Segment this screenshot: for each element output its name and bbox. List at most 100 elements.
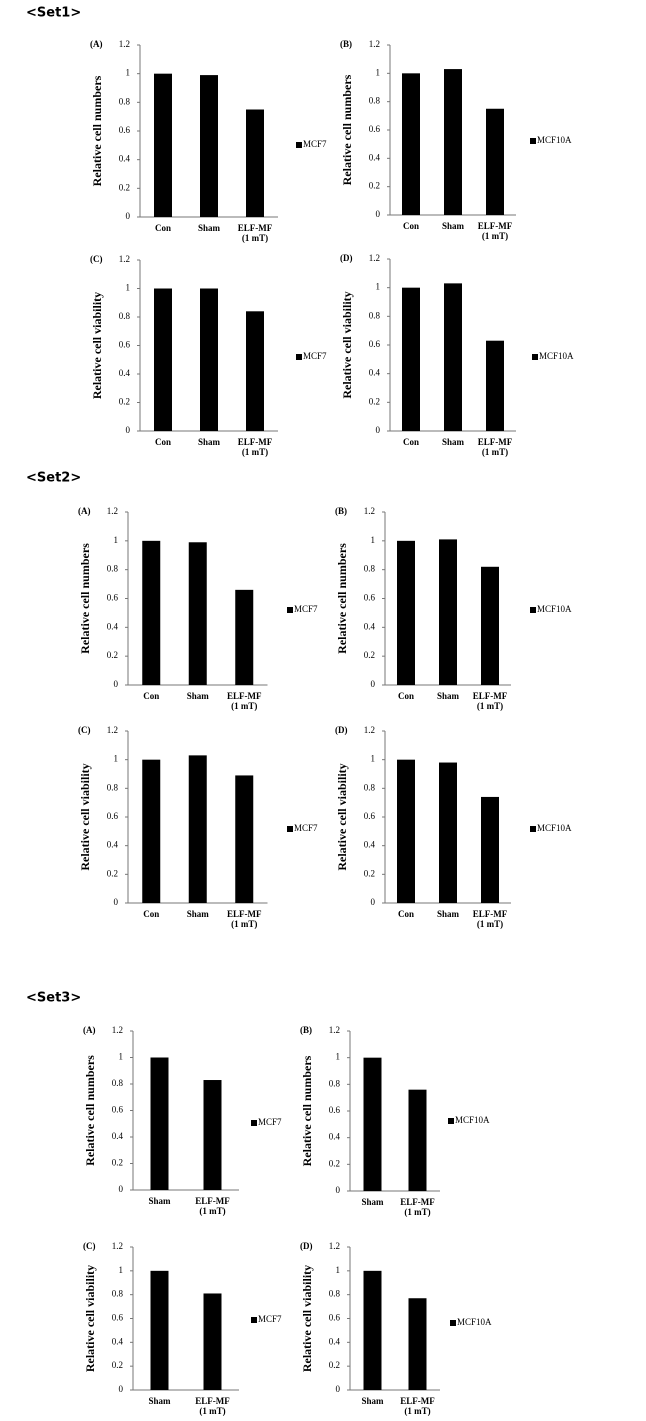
x-tick-label: Con bbox=[155, 223, 171, 233]
y-axis-label: Relative cell numbers bbox=[90, 75, 104, 186]
y-tick-label: 0.4 bbox=[107, 840, 119, 850]
y-tick-label: 0.4 bbox=[369, 368, 381, 378]
bar bbox=[154, 288, 172, 431]
bar bbox=[397, 759, 415, 903]
y-axis-label: Relative cell numbers bbox=[300, 1055, 314, 1166]
x-tick-label: Sham bbox=[437, 909, 460, 919]
y-tick-label: 0.6 bbox=[329, 1105, 341, 1115]
panel-label: (A) bbox=[83, 1025, 96, 1035]
y-axis-label: Relative cell viability bbox=[340, 291, 354, 398]
panel-label: (B) bbox=[300, 1025, 312, 1035]
legend-label: MCF7 bbox=[258, 1314, 282, 1324]
y-axis-label: Relative cell numbers bbox=[78, 543, 92, 654]
y-tick-label: 0.4 bbox=[107, 621, 119, 631]
y-tick-label: 1 bbox=[376, 282, 381, 292]
bar bbox=[408, 1089, 427, 1191]
y-tick-label: 0 bbox=[126, 425, 131, 435]
legend-swatch bbox=[251, 1317, 257, 1323]
legend-swatch bbox=[287, 607, 293, 613]
bar bbox=[439, 539, 457, 685]
x-tick-label: ELF-MF (1 mT) bbox=[195, 1196, 230, 1216]
bar bbox=[203, 1293, 222, 1390]
y-tick-label: 0.6 bbox=[107, 593, 119, 603]
y-tick-label: 1 bbox=[376, 67, 381, 77]
x-tick-label: Sham bbox=[198, 223, 221, 233]
y-tick-label: 1 bbox=[371, 754, 376, 764]
y-axis-label: Relative cell viability bbox=[90, 292, 104, 399]
legend-swatch bbox=[287, 826, 293, 832]
legend-label: MCF7 bbox=[294, 604, 318, 614]
y-tick-label: 0 bbox=[119, 1384, 124, 1394]
bar bbox=[486, 108, 504, 215]
y-tick-label: 0.2 bbox=[119, 397, 130, 407]
y-tick-label: 0.6 bbox=[112, 1313, 124, 1323]
y-tick-label: 0.8 bbox=[369, 96, 381, 106]
bar bbox=[481, 566, 499, 685]
y-tick-label: 0.8 bbox=[364, 564, 376, 574]
x-tick-label: Con bbox=[398, 909, 414, 919]
y-tick-label: 1.2 bbox=[369, 253, 380, 263]
legend-swatch bbox=[530, 826, 536, 832]
x-tick-label: Sham bbox=[148, 1396, 171, 1406]
y-tick-label: 1.2 bbox=[112, 1025, 123, 1035]
y-tick-label: 0.8 bbox=[119, 311, 131, 321]
y-tick-label: 0.8 bbox=[107, 564, 119, 574]
y-tick-label: 1 bbox=[371, 535, 376, 545]
legend-swatch bbox=[296, 354, 302, 360]
y-tick-label: 0 bbox=[114, 679, 119, 689]
x-tick-label: Sham bbox=[437, 691, 460, 701]
y-tick-label: 1.2 bbox=[369, 39, 380, 49]
y-tick-label: 0.4 bbox=[119, 154, 131, 164]
y-tick-label: 0.4 bbox=[329, 1336, 341, 1346]
y-tick-label: 0.4 bbox=[329, 1132, 341, 1142]
legend-swatch bbox=[530, 607, 536, 613]
y-tick-label: 0.2 bbox=[329, 1360, 340, 1370]
y-tick-label: 0.8 bbox=[369, 310, 381, 320]
y-tick-label: 0.6 bbox=[369, 124, 381, 134]
x-tick-label: ELF-MF (1 mT) bbox=[238, 437, 273, 457]
y-tick-label: 0.6 bbox=[119, 125, 131, 135]
panel-label: (C) bbox=[78, 725, 91, 735]
y-tick-label: 1.2 bbox=[329, 1241, 340, 1251]
legend-swatch bbox=[251, 1120, 257, 1126]
x-tick-label: Sham bbox=[361, 1197, 384, 1207]
y-tick-label: 0.8 bbox=[112, 1078, 124, 1088]
x-tick-label: ELF-MF (1 mT) bbox=[478, 437, 513, 457]
x-tick-label: Sham bbox=[187, 909, 210, 919]
y-tick-label: 0.2 bbox=[369, 396, 380, 406]
y-tick-label: 0.8 bbox=[329, 1289, 341, 1299]
panel-label: (B) bbox=[340, 39, 352, 49]
legend-swatch bbox=[296, 142, 302, 148]
y-tick-label: 0.2 bbox=[119, 182, 130, 192]
set-title: <Set1> bbox=[26, 6, 81, 21]
bar bbox=[150, 1057, 169, 1190]
y-tick-label: 1.2 bbox=[329, 1025, 340, 1035]
bar bbox=[150, 1270, 169, 1390]
panel-label: (B) bbox=[335, 506, 347, 516]
y-tick-label: 1.2 bbox=[364, 506, 375, 516]
y-tick-label: 0.8 bbox=[119, 96, 131, 106]
y-tick-label: 0.4 bbox=[119, 368, 131, 378]
x-tick-label: Con bbox=[155, 437, 171, 447]
bar bbox=[188, 542, 207, 685]
x-tick-label: Sham bbox=[361, 1396, 384, 1406]
y-tick-label: 1.2 bbox=[119, 254, 130, 264]
legend-label: MCF7 bbox=[303, 139, 327, 149]
y-tick-label: 0 bbox=[371, 679, 376, 689]
y-tick-label: 0 bbox=[371, 897, 376, 907]
y-axis-label: Relative cell viability bbox=[335, 763, 349, 870]
bar bbox=[439, 762, 457, 903]
x-tick-label: ELF-MF (1 mT) bbox=[478, 221, 513, 241]
x-tick-label: ELF-MF (1 mT) bbox=[195, 1396, 230, 1416]
bar bbox=[203, 1080, 222, 1190]
bar bbox=[363, 1270, 382, 1390]
legend-label: MCF7 bbox=[303, 351, 327, 361]
y-tick-label: 0.2 bbox=[329, 1158, 340, 1168]
y-tick-label: 1 bbox=[336, 1052, 341, 1062]
y-tick-label: 0.4 bbox=[369, 152, 381, 162]
bar bbox=[363, 1057, 382, 1191]
y-tick-label: 0.4 bbox=[112, 1336, 124, 1346]
bar bbox=[486, 340, 504, 431]
y-tick-label: 1 bbox=[126, 68, 131, 78]
panel-label: (D) bbox=[335, 725, 348, 735]
